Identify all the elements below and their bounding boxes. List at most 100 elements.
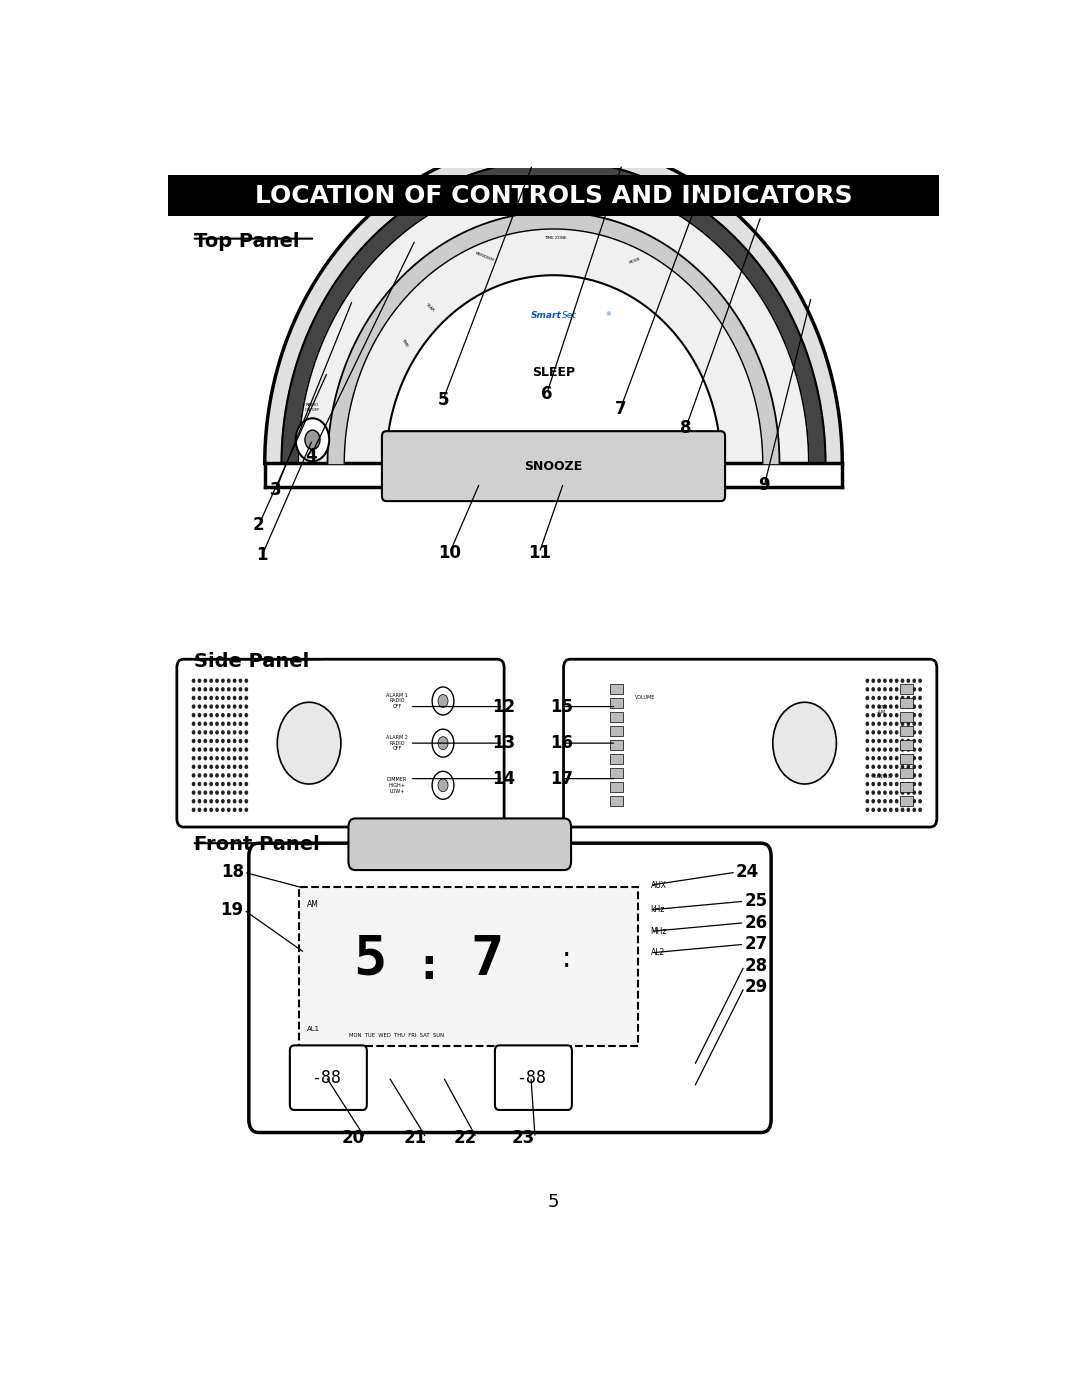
Circle shape bbox=[204, 791, 206, 793]
Text: AM: AM bbox=[308, 900, 320, 909]
Circle shape bbox=[883, 705, 886, 708]
Circle shape bbox=[919, 714, 921, 717]
Circle shape bbox=[233, 722, 235, 725]
Circle shape bbox=[890, 687, 892, 692]
Circle shape bbox=[192, 791, 194, 793]
Text: 22: 22 bbox=[454, 1129, 476, 1147]
Circle shape bbox=[872, 714, 875, 717]
Text: 10: 10 bbox=[438, 543, 461, 562]
Text: 1: 1 bbox=[256, 546, 268, 564]
Text: Front Panel: Front Panel bbox=[193, 834, 320, 854]
Circle shape bbox=[210, 757, 213, 760]
Text: -88: -88 bbox=[516, 1069, 545, 1087]
Circle shape bbox=[228, 757, 230, 760]
Circle shape bbox=[210, 747, 213, 752]
Circle shape bbox=[895, 731, 897, 733]
FancyBboxPatch shape bbox=[609, 754, 623, 764]
Polygon shape bbox=[327, 212, 780, 464]
Circle shape bbox=[919, 722, 921, 725]
Circle shape bbox=[902, 757, 904, 760]
Circle shape bbox=[221, 757, 224, 760]
Circle shape bbox=[872, 687, 875, 692]
Circle shape bbox=[883, 791, 886, 793]
Circle shape bbox=[902, 705, 904, 708]
Circle shape bbox=[890, 782, 892, 785]
Circle shape bbox=[204, 705, 206, 708]
Circle shape bbox=[221, 697, 224, 700]
Circle shape bbox=[872, 809, 875, 812]
Circle shape bbox=[913, 687, 916, 692]
Circle shape bbox=[913, 739, 916, 742]
Circle shape bbox=[204, 731, 206, 733]
Circle shape bbox=[913, 697, 916, 700]
Circle shape bbox=[216, 757, 218, 760]
FancyBboxPatch shape bbox=[564, 659, 936, 827]
Circle shape bbox=[228, 766, 230, 768]
Polygon shape bbox=[387, 275, 721, 464]
Circle shape bbox=[895, 679, 897, 682]
Circle shape bbox=[199, 679, 201, 682]
Circle shape bbox=[895, 782, 897, 785]
Circle shape bbox=[919, 705, 921, 708]
FancyBboxPatch shape bbox=[382, 432, 725, 502]
Circle shape bbox=[210, 791, 213, 793]
Text: 7: 7 bbox=[471, 932, 504, 985]
Circle shape bbox=[883, 747, 886, 752]
Circle shape bbox=[872, 731, 875, 733]
Circle shape bbox=[240, 774, 242, 777]
Text: 3: 3 bbox=[270, 482, 282, 499]
Text: VOLUME: VOLUME bbox=[635, 696, 656, 700]
Circle shape bbox=[240, 791, 242, 793]
Circle shape bbox=[192, 705, 194, 708]
Circle shape bbox=[245, 799, 247, 803]
Text: 23: 23 bbox=[512, 1129, 535, 1147]
Circle shape bbox=[872, 705, 875, 708]
Circle shape bbox=[210, 739, 213, 742]
Text: 2: 2 bbox=[253, 515, 265, 534]
FancyBboxPatch shape bbox=[609, 796, 623, 806]
Polygon shape bbox=[282, 161, 825, 464]
Circle shape bbox=[240, 782, 242, 785]
Circle shape bbox=[199, 697, 201, 700]
Text: 9: 9 bbox=[758, 476, 770, 495]
Circle shape bbox=[902, 799, 904, 803]
Circle shape bbox=[240, 766, 242, 768]
Circle shape bbox=[913, 809, 916, 812]
Circle shape bbox=[192, 809, 194, 812]
Circle shape bbox=[878, 799, 880, 803]
Circle shape bbox=[221, 722, 224, 725]
Circle shape bbox=[866, 782, 868, 785]
Circle shape bbox=[907, 747, 909, 752]
Circle shape bbox=[895, 774, 897, 777]
Circle shape bbox=[907, 782, 909, 785]
Circle shape bbox=[883, 731, 886, 733]
Circle shape bbox=[210, 809, 213, 812]
Circle shape bbox=[919, 679, 921, 682]
Circle shape bbox=[204, 722, 206, 725]
Circle shape bbox=[216, 774, 218, 777]
Circle shape bbox=[438, 694, 448, 707]
Circle shape bbox=[245, 766, 247, 768]
Circle shape bbox=[221, 739, 224, 742]
Circle shape bbox=[192, 697, 194, 700]
Text: MODE: MODE bbox=[629, 257, 643, 265]
Circle shape bbox=[199, 799, 201, 803]
Text: Top Panel: Top Panel bbox=[193, 232, 299, 251]
Circle shape bbox=[907, 679, 909, 682]
Circle shape bbox=[913, 766, 916, 768]
Circle shape bbox=[233, 809, 235, 812]
Circle shape bbox=[895, 791, 897, 793]
Circle shape bbox=[866, 679, 868, 682]
Circle shape bbox=[192, 739, 194, 742]
Text: 6: 6 bbox=[541, 384, 553, 402]
Circle shape bbox=[221, 687, 224, 692]
Circle shape bbox=[890, 757, 892, 760]
Text: 7: 7 bbox=[615, 400, 626, 418]
Circle shape bbox=[199, 766, 201, 768]
Circle shape bbox=[872, 722, 875, 725]
Circle shape bbox=[902, 782, 904, 785]
Circle shape bbox=[919, 774, 921, 777]
Circle shape bbox=[872, 766, 875, 768]
Circle shape bbox=[907, 766, 909, 768]
FancyBboxPatch shape bbox=[900, 768, 914, 778]
